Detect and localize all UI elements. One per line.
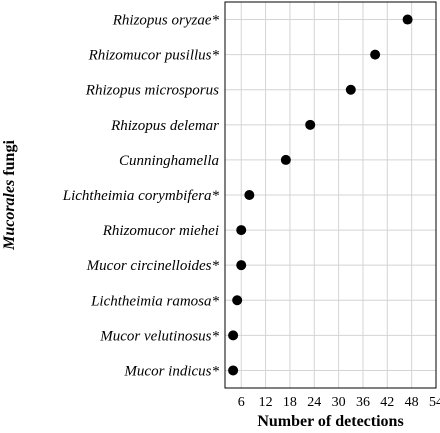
data-point [236,260,247,271]
data-point [244,190,255,200]
x-axis-title: Number of detections [257,413,403,430]
data-point [280,154,291,165]
y-axis-title-rest: fungi [1,140,18,180]
category-label: Lichtheimia corymbifera* [62,188,220,204]
category-label: Mucor velutinosus* [99,328,219,344]
y-axis-title-italic: Mucorales [1,180,18,251]
category-label: Lichtheimia ramosa* [90,293,219,309]
gridlines [225,2,437,388]
x-tick-label: 24 [307,395,321,410]
x-tick-label: 54 [429,395,440,410]
data-points [228,14,413,376]
x-tick-label: 36 [356,395,370,410]
x-tick-label: 30 [332,395,346,410]
data-point [228,330,239,341]
plot-frame [224,1,437,389]
category-labels: Rhizopus oryzae* Rhizomucor pusillus* Rhiz… [62,13,220,380]
x-tick-label: 12 [259,395,273,410]
data-point [370,49,381,60]
category-label: Rhizopus oryzae* [112,13,220,29]
data-point [228,365,239,376]
x-tick-label: 42 [380,395,394,410]
data-point [236,225,247,236]
x-tick-labels: 6 12 18 24 30 36 42 48 54 [238,395,440,410]
category-label: Mucor indicus* [123,363,219,379]
category-label: Cunninghamella [119,153,219,169]
y-axis-title: Mucorales fungi [1,140,18,251]
category-label: Rhizopus delemar [110,118,219,134]
x-tick-label: 6 [238,395,245,410]
data-point [232,295,243,306]
category-label: Rhizomucor pusillus* [88,48,220,64]
category-label: Rhizopus microsporus [85,83,219,99]
data-point [402,14,413,25]
x-tick-label: 48 [405,395,419,410]
category-label: Mucor circinelloides* [86,258,220,274]
data-point [345,84,356,95]
x-tick-label: 18 [283,395,297,410]
category-label: Rhizomucor miehei [102,223,219,239]
data-point [305,119,316,130]
